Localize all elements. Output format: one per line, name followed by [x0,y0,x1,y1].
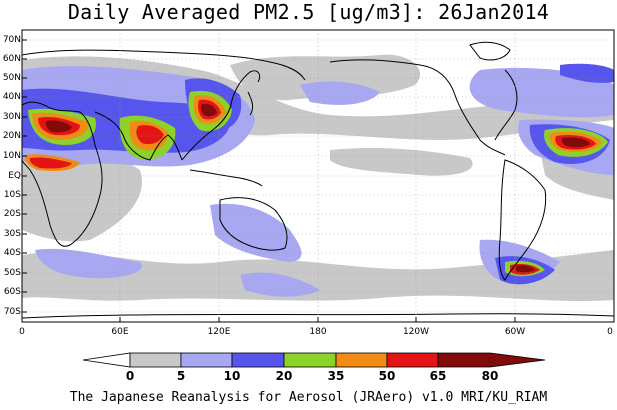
lat-label: 30N [2,112,21,122]
coast-north-america [329,59,506,156]
footer-credit: The Japanese Reanalysis for Aerosol (JRA… [69,390,548,405]
field-darkred-sahara [45,120,72,133]
axis-ticks [22,39,516,322]
lon-label: 60W [504,327,526,337]
coast-antarctica [22,313,614,319]
lat-label: 60N [2,54,21,64]
pm25-concentration-fields [22,54,614,302]
colorbar-segment-red [386,352,439,368]
coast-indonesia [189,169,263,187]
colorbar-label: 20 [275,369,293,383]
lat-label: 40S [3,248,21,258]
lat-label: 50S [3,268,21,278]
colorbar-label: 50 [378,369,396,383]
lat-label: 50N [2,73,21,83]
coast-arabia-india [94,111,183,161]
coastlines [22,41,614,319]
colorbar-segment-darkred [437,352,546,368]
colorbar-label: 65 [429,369,447,383]
field-red-india [136,125,164,145]
colorbar-label: 0 [125,369,135,383]
field-gray-tropical-pacific [330,147,473,176]
field-lavender-australia [210,203,302,262]
coast-europe-africa [22,101,103,247]
coast-east-asia [181,70,261,161]
coast-greenland [469,41,511,61]
lat-label: 70S [3,307,21,317]
lat-label: 10N [2,151,21,161]
map-title: Daily Averaged PM2.5 [ug/m3]: 26Jan2014 [67,0,550,24]
colorbar-segment-blue [231,352,285,368]
field-darkred-atlantic [561,137,590,148]
colorbar-segment-green [283,352,337,368]
field-red-west-africa [29,157,73,169]
coast-japan [247,91,254,116]
colorbar-segment-orange [335,352,388,368]
colorbar-segment-lavender [180,352,233,368]
colorbar-segment-white [82,352,131,368]
lon-label: 0 [607,327,613,337]
colorbar-label: 35 [327,369,345,383]
lon-label: 60E [111,327,129,337]
lat-label: 60S [3,287,21,297]
lon-label: 120E [207,327,231,337]
coast-australia [219,197,288,251]
colorbar-label: 10 [223,369,241,383]
colorbar-label: 80 [481,369,499,383]
colorbar-label: 5 [176,369,186,383]
lat-label: 20N [2,131,21,141]
coast-eurasia-north [22,49,306,81]
lat-label: EQ [8,171,21,181]
lat-label: 70N [2,35,21,45]
field-lavender-south-indian [35,248,142,279]
field-darkred-south-america [516,265,535,273]
field-lavender-north-pacific [300,81,380,105]
map-gridlines [22,30,614,322]
lat-label: 20S [3,209,21,219]
field-gray-southern-belt [22,250,614,302]
colorbar [82,352,546,368]
lon-label: 180 [309,327,327,337]
field-gray-africa [22,148,142,242]
lat-label: 40N [2,92,21,102]
lon-label: 120W [402,327,430,337]
coast-south-america [498,159,547,281]
field-lavender-south-pacific [240,272,320,297]
lat-label: 10S [3,190,21,200]
lon-label: 0 [19,327,25,337]
lat-label: 30S [3,229,21,239]
field-blue-north-atlantic [560,63,614,83]
field-darkred-china [200,103,217,117]
field-lavender-north-america [469,67,614,118]
colorbar-segment-gray [129,352,182,368]
